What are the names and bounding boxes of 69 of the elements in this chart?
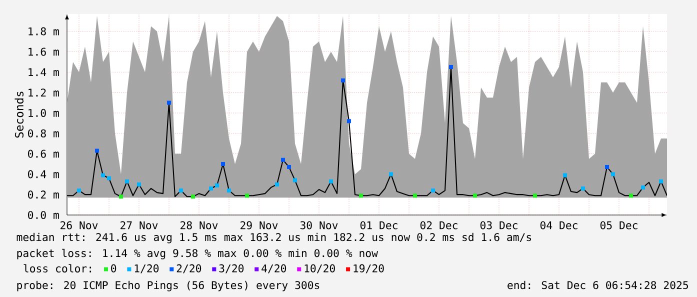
y-tick-label: 0.8 m [28,129,59,138]
point [137,182,142,186]
point [106,176,111,180]
point [533,194,538,198]
text: probe: 20 ICMP Echo Pings (56 Bytes) every 300s [17,280,320,292]
x-tick-label: 02 Dec [420,221,458,230]
x-tick-label: 27 Nov [120,221,158,230]
point [119,194,124,199]
y-tick-label: 0.4 m [28,170,59,178]
y-tick-label: 1.0 m [28,108,59,117]
y-tick-label: 1.6 m [28,48,59,56]
text: median rtt: 241.6 us avg 1.5 ms max 163.2 us min 182.2 us now 0.2 ms sd 1.6 am/s [16,232,532,244]
point [604,165,610,170]
point [449,65,454,70]
point [77,188,82,193]
point [179,188,184,193]
x-tick-label: 30 Nov [300,221,338,230]
point [641,185,646,190]
x-tick-label: 26 Nov [60,221,98,230]
point [274,182,280,186]
legend-title: loss color: [24,264,92,272]
point [287,165,292,170]
legend-label: 3/20 [219,264,244,274]
point [227,188,232,193]
x-tick-label: 03 Dec [480,221,518,230]
x-tick-label: 05 Dec [600,221,638,230]
point [358,194,364,198]
x-tick-label: 01 Dec [360,221,398,230]
text: end: Sat Dec 6 06:54:28 2025 [508,280,688,290]
x-tick-label: 04 Dec [540,221,578,230]
point [95,148,100,153]
legend-label: 0 [111,264,116,272]
point [413,194,418,198]
point [292,178,297,182]
legend-label: 4/20 [262,264,286,274]
point [473,194,478,198]
point [611,172,616,176]
y-tick-label: 0.2 m [28,190,59,199]
y-tick-label: 0.6 m [28,150,59,158]
point [166,100,172,105]
point [562,173,568,178]
legend-label: 10/20 [304,264,335,274]
legend-label: 19/20 [354,264,384,274]
point [347,119,352,124]
point [341,78,346,82]
point [124,179,130,184]
point [329,179,334,184]
y-tick-label: 1.4 m [28,68,59,76]
y-tick-label: 1.2 m [28,88,59,97]
y-tick-label: 0.0 m [28,210,59,220]
text: packet loss: 1.14 % avg 9.58 % max 0.00 % min 0.00 % now [17,248,378,260]
point [431,188,436,193]
point [389,172,394,176]
point [101,173,106,178]
point [214,183,220,188]
x-tick-label: 28 Nov [180,221,218,230]
point [281,158,286,162]
point [190,194,195,199]
point [245,194,250,198]
legend-label: 2/20 [176,264,202,274]
point [629,194,634,198]
point [580,186,586,190]
x-tick-label: 29 Nov [240,221,278,230]
legend-label: 1/20 [134,264,159,274]
point [659,179,664,184]
y-tick-label: 1.8 m [28,27,59,36]
y-axis-title: Seconds [14,92,24,138]
point [221,162,226,166]
point [208,186,213,190]
